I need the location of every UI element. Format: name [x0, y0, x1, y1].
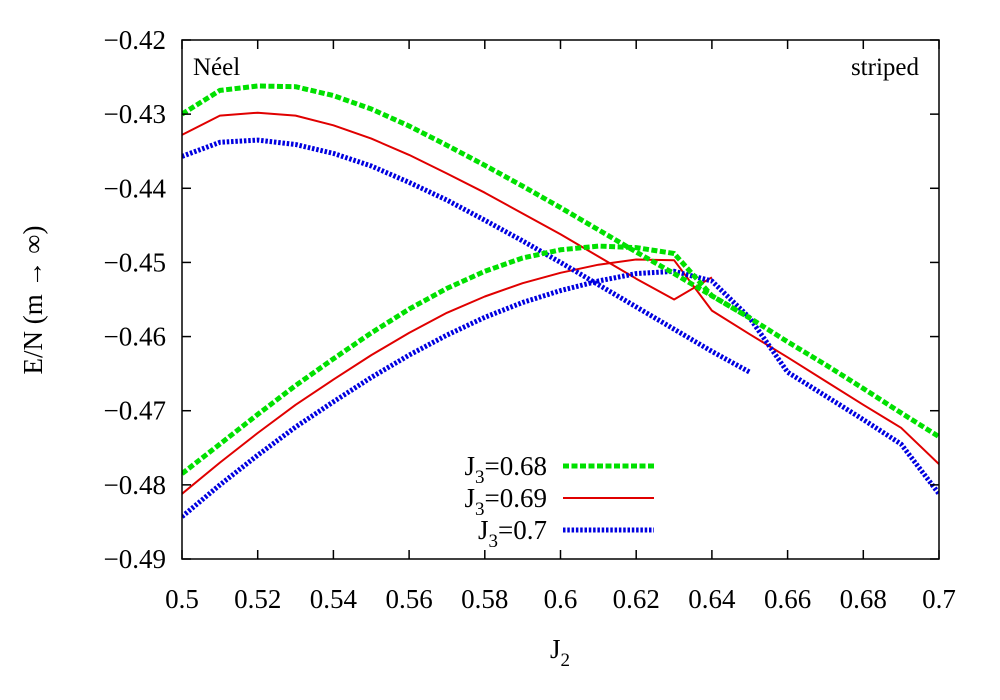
annotation-neel: Néel	[193, 54, 240, 81]
legend-label: J3=0.7	[478, 515, 547, 552]
y-tick-label: −0.44	[104, 173, 167, 203]
series-line-0.7-neel-branch	[182, 137, 752, 375]
y-tick-label: −0.45	[104, 247, 166, 277]
x-tick-label: 0.7	[922, 584, 956, 614]
legend-label: J3=0.68	[465, 451, 548, 488]
x-tick-label: 0.5	[165, 584, 199, 614]
x-tick-label: 0.58	[461, 584, 508, 614]
plot-frame	[181, 39, 940, 560]
x-tick-label: 0.54	[310, 584, 358, 614]
axis-ticks	[181, 39, 940, 560]
series-line-0.69-neel-branch	[182, 111, 713, 301]
x-tick-label: 0.56	[385, 584, 432, 614]
y-tick-label: −0.43	[104, 99, 166, 129]
series-line-0.68-striped-branch	[182, 243, 939, 476]
x-tick-label: 0.66	[764, 584, 811, 614]
x-tick-label: 0.6	[544, 584, 578, 614]
x-tick-label: 0.62	[613, 584, 660, 614]
y-axis-title: E/N (m → ∞)	[18, 226, 48, 375]
x-tick-label: 0.52	[234, 584, 281, 614]
tick-labels: 0.5 0.52 0.54 0.56 0.58 0.6 0.62 0.64 0.66 0.68 0.…	[104, 25, 956, 614]
y-tick-label: −0.47	[104, 396, 166, 426]
series-line-0.68-neel-branch	[182, 83, 752, 321]
legend-label: J3=0.69	[465, 483, 548, 520]
y-tick-label: −0.48	[104, 470, 166, 500]
series-line-0.69-striped-branch	[182, 258, 939, 495]
y-tick-label: −0.42	[104, 25, 166, 55]
series-line-0.7-striped-branch	[182, 268, 939, 519]
annotation-striped: striped	[851, 54, 920, 81]
x-axis-title: J2	[550, 634, 570, 671]
x-tick-label: 0.64	[688, 584, 736, 614]
x-tick-label: 0.68	[840, 584, 887, 614]
y-tick-label: −0.49	[104, 544, 166, 574]
y-tick-label: −0.46	[104, 322, 166, 352]
plot-series	[182, 83, 939, 519]
